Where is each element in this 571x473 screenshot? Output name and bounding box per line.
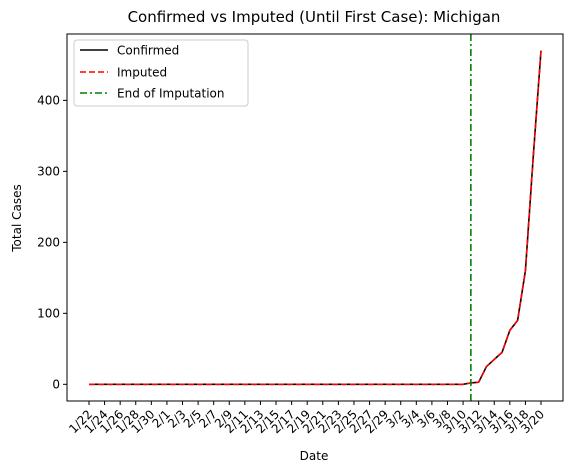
- chart-title: Confirmed vs Imputed (Until First Case):…: [128, 8, 501, 26]
- y-axis-ticks: 0 100 200 300 400: [37, 93, 67, 391]
- series-layer: [89, 34, 542, 401]
- series-line-imputed: [89, 50, 542, 386]
- y-tick-label: 400: [37, 93, 60, 107]
- legend-confirmed-label: Confirmed: [117, 44, 179, 58]
- y-tick-label: 200: [37, 235, 60, 249]
- y-axis-label: Total Cases: [10, 184, 24, 252]
- y-tick-label: 0: [52, 377, 60, 391]
- legend-end-of-imputation-label: End of Imputation: [117, 87, 225, 101]
- plot-frame: [66, 33, 564, 402]
- legend-imputed-label: Imputed: [117, 66, 167, 80]
- y-tick-label: 300: [37, 164, 60, 178]
- y-tick-label: 100: [37, 306, 60, 320]
- legend: Confirmed Imputed End of Imputation: [73, 39, 249, 107]
- x-axis-label: Date: [300, 449, 329, 463]
- legend-box: [73, 39, 249, 107]
- x-axis-ticks: 1/221/241/261/281/302/12/32/52/72/92/112…: [66, 401, 547, 436]
